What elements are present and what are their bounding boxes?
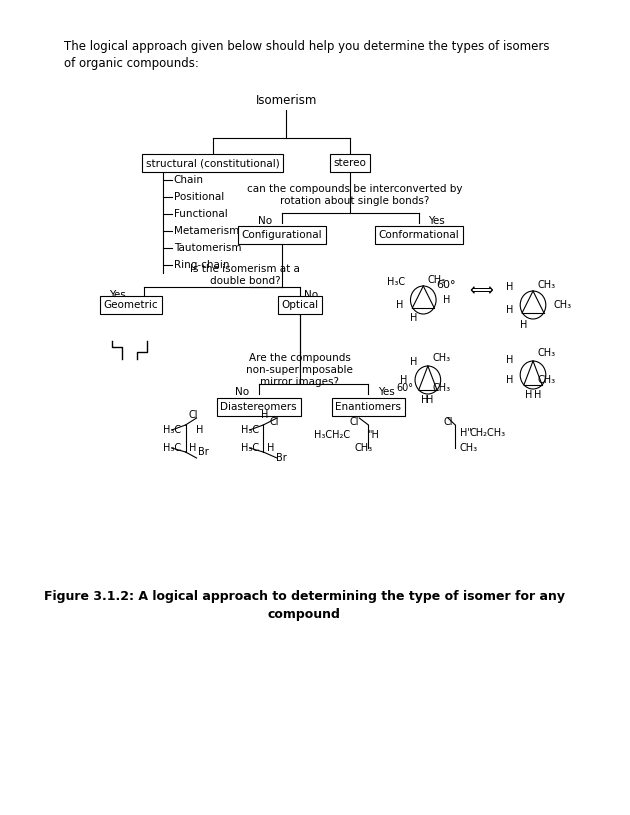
Text: Ring-chain: Ring-chain	[174, 260, 229, 270]
Text: No: No	[236, 387, 249, 397]
Text: 60°: 60°	[437, 280, 456, 290]
Text: Geometric: Geometric	[103, 300, 158, 310]
Text: 60°: 60°	[396, 383, 413, 393]
Text: H: H	[525, 390, 532, 400]
Text: Tautomerism: Tautomerism	[174, 243, 241, 253]
Text: Functional: Functional	[174, 209, 227, 219]
Text: Cl: Cl	[350, 417, 360, 427]
Text: H: H	[534, 390, 541, 400]
Text: H: H	[189, 443, 197, 453]
Text: Br: Br	[198, 447, 209, 457]
Text: Configurational: Configurational	[241, 230, 322, 240]
Text: CH₃: CH₃	[537, 348, 556, 358]
Text: CH₃: CH₃	[428, 275, 446, 285]
Text: No: No	[258, 216, 272, 226]
Text: H: H	[396, 300, 403, 310]
Text: Is the isomerism at a
double bond?: Is the isomerism at a double bond?	[190, 264, 300, 286]
Text: CH₃: CH₃	[355, 443, 373, 453]
Text: H: H	[520, 320, 527, 330]
Text: H": H"	[460, 428, 472, 438]
Text: H₃C: H₃C	[241, 425, 259, 435]
Text: Optical: Optical	[281, 300, 318, 310]
Text: CH₃: CH₃	[460, 443, 478, 453]
Text: H₃C: H₃C	[163, 443, 181, 453]
Text: structural (constitutional): structural (constitutional)	[146, 158, 280, 168]
Text: H: H	[505, 305, 513, 315]
Text: CH₃: CH₃	[432, 353, 450, 363]
Text: No: No	[304, 290, 319, 300]
Text: H: H	[261, 410, 269, 420]
Text: Yes: Yes	[110, 290, 126, 300]
Text: Br: Br	[276, 453, 287, 463]
Text: H: H	[505, 282, 513, 292]
Text: ⟺: ⟺	[469, 281, 493, 299]
Text: H: H	[444, 295, 451, 305]
Text: H: H	[195, 425, 203, 435]
Text: stereo: stereo	[334, 158, 367, 168]
Text: H₃C: H₃C	[163, 425, 181, 435]
Text: Yes: Yes	[428, 216, 445, 226]
Text: Yes: Yes	[377, 387, 394, 397]
Text: Positional: Positional	[174, 192, 224, 202]
Text: Cl: Cl	[444, 417, 453, 427]
Text: H: H	[411, 313, 418, 323]
Text: H: H	[401, 375, 408, 385]
Text: H: H	[421, 395, 429, 405]
Text: H: H	[426, 395, 433, 405]
Text: Metamerism: Metamerism	[174, 226, 239, 236]
Text: Figure 3.1.2: A logical approach to determining the type of isomer for any
compo: Figure 3.1.2: A logical approach to dete…	[44, 590, 565, 621]
Text: Enantiomers: Enantiomers	[335, 402, 401, 412]
Text: H: H	[505, 375, 513, 385]
Text: "H: "H	[367, 430, 379, 440]
Text: The logical approach given below should help you determine the types of isomers
: The logical approach given below should …	[64, 40, 549, 70]
Text: Isomerism: Isomerism	[255, 94, 317, 107]
Text: can the compounds be interconverted by
rotation about single bonds?: can the compounds be interconverted by r…	[247, 184, 462, 206]
Text: CH₃: CH₃	[432, 383, 450, 393]
Text: Are the compounds
non-superimposable
mirror images?: Are the compounds non-superimposable mir…	[246, 354, 353, 386]
Text: Cl: Cl	[188, 410, 198, 420]
Text: H: H	[411, 357, 418, 367]
Text: H₃C: H₃C	[387, 277, 405, 287]
Text: CH₃: CH₃	[537, 375, 556, 385]
Text: H₃C: H₃C	[241, 443, 259, 453]
Text: CH₃: CH₃	[553, 300, 571, 310]
Text: Cl: Cl	[270, 417, 279, 427]
Text: Diastereomers: Diastereomers	[220, 402, 297, 412]
Text: H: H	[267, 443, 274, 453]
Text: H₃CH₂C: H₃CH₂C	[314, 430, 350, 440]
Text: Chain: Chain	[174, 175, 203, 185]
Text: Conformational: Conformational	[379, 230, 459, 240]
Text: CH₃: CH₃	[537, 280, 556, 290]
Text: H: H	[505, 355, 513, 365]
Text: CH₂CH₃: CH₂CH₃	[469, 428, 505, 438]
